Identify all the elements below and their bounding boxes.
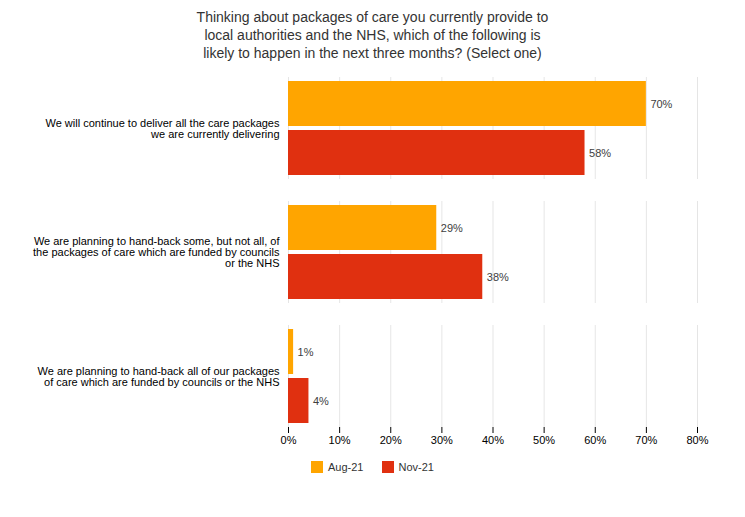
svg-text:20%: 20%	[380, 434, 402, 446]
html-text:Nov-21: Nov-21	[398, 460, 434, 473]
svg-text:60%: 60%	[584, 434, 606, 446]
svg-text:0%: 0%	[281, 434, 297, 446]
svg-text:38%: 38%	[487, 270, 509, 282]
html-text:Thinking about packages of car: Thinking about packages of care you curr…	[196, 9, 549, 62]
svg-text:40%: 40%	[482, 434, 504, 446]
svg-text:1%: 1%	[298, 345, 314, 357]
svg-text:We will continue to deliver al: We will continue to deliver all the care…	[46, 116, 280, 139]
svg-text:30%: 30%	[431, 434, 453, 446]
svg-text:29%: 29%	[441, 221, 463, 233]
svg-text:50%: 50%	[533, 434, 555, 446]
svg-text:70%: 70%	[635, 434, 657, 446]
svg-text:80%: 80%	[686, 434, 708, 446]
svg-text:70%: 70%	[650, 97, 672, 109]
svg-text:10%: 10%	[329, 434, 351, 446]
svg-text:We are planning to hand-back a: We are planning to hand-back all of our …	[38, 364, 280, 387]
html-text:Aug-21: Aug-21	[328, 460, 364, 473]
svg-text:We are planning to hand-back s: We are planning to hand-back some, but n…	[33, 235, 280, 269]
svg-text:4%: 4%	[313, 394, 329, 406]
svg-text:58%: 58%	[589, 146, 611, 158]
